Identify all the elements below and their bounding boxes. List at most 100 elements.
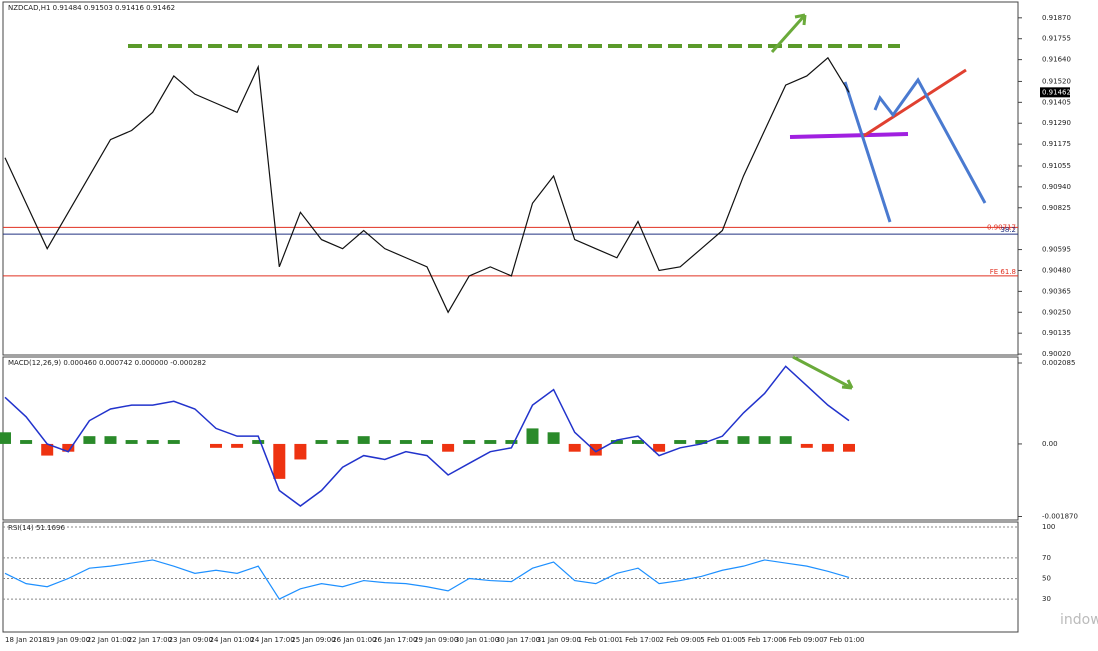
time-label: 5 Feb 17:00 bbox=[741, 636, 782, 644]
price-tick-label: 0.90825 bbox=[1042, 204, 1071, 212]
price-tick-label: 0.91405 bbox=[1042, 98, 1071, 106]
time-label: 19 Jan 09:00 bbox=[46, 636, 90, 644]
macd-bar bbox=[104, 436, 117, 444]
macd-bar bbox=[294, 443, 307, 460]
price-tick-label: 0.91055 bbox=[1042, 162, 1071, 170]
macd-divergence-arrow bbox=[792, 355, 854, 390]
macd-bar bbox=[568, 443, 581, 452]
macd-bar bbox=[167, 440, 180, 444]
neckline-annotation bbox=[789, 132, 909, 139]
macd-bar bbox=[273, 443, 286, 479]
macd-bar bbox=[843, 443, 855, 452]
macd-bar bbox=[62, 443, 75, 452]
macd-bar bbox=[716, 440, 729, 444]
macd-bar bbox=[695, 440, 708, 444]
price-tick-label: 0.90020 bbox=[1042, 350, 1071, 358]
time-label: 1 Feb 01:00 bbox=[578, 636, 619, 644]
time-label: 26 Jan 01:00 bbox=[332, 636, 376, 644]
price-tick-label: 0.90595 bbox=[1042, 246, 1071, 254]
macd-bar bbox=[463, 440, 476, 444]
rsi-panel-frame bbox=[2, 521, 1019, 633]
macd-bar bbox=[526, 428, 539, 444]
macd-bar bbox=[610, 440, 623, 444]
price-tick-label: 0.90135 bbox=[1042, 329, 1071, 337]
price-tick-label: 0.90365 bbox=[1042, 287, 1071, 295]
level-label: 38.2 bbox=[1000, 226, 1016, 234]
macd-bar bbox=[210, 443, 222, 448]
macd-bar bbox=[0, 432, 11, 444]
time-label: 22 Jan 01:00 bbox=[87, 636, 131, 644]
time-label: 2 Feb 09:00 bbox=[659, 636, 700, 644]
macd-bar bbox=[779, 436, 792, 444]
time-label: 6 Feb 09:00 bbox=[782, 636, 823, 644]
macd-bar bbox=[146, 440, 159, 444]
symbol-header: NZDCAD,H1 0.91484 0.91503 0.91416 0.9146… bbox=[8, 4, 175, 12]
green-arrow bbox=[770, 13, 807, 53]
red-trendline bbox=[861, 68, 967, 139]
macd-bar bbox=[653, 443, 666, 452]
macd-bar bbox=[821, 443, 834, 452]
blue-projection-arrows bbox=[843, 77, 987, 223]
macd-bar bbox=[399, 440, 412, 444]
price-tick-label: 0.90250 bbox=[1042, 308, 1071, 316]
time-label: 24 Jan 01:00 bbox=[210, 636, 254, 644]
macd-bar bbox=[252, 440, 265, 444]
time-label: 18 Jan 2018 bbox=[5, 636, 47, 644]
time-label: 23 Jan 09:00 bbox=[169, 636, 213, 644]
rsi-line bbox=[4, 559, 850, 600]
time-label: 22 Jan 17:00 bbox=[128, 636, 172, 644]
price-tick-label: 0.91175 bbox=[1042, 140, 1071, 148]
macd-bar bbox=[231, 443, 244, 448]
macd-bar bbox=[357, 436, 370, 444]
price-tick-label: 0.91640 bbox=[1042, 56, 1071, 64]
price-tick-label: 0.91520 bbox=[1042, 77, 1071, 85]
macd-bar bbox=[315, 440, 328, 444]
time-label: 1 Feb 17:00 bbox=[619, 636, 660, 644]
price-panel-frame bbox=[2, 1, 1019, 356]
macd-tick-label: -0.001870 bbox=[1042, 513, 1078, 521]
rsi-tick-label: 100 bbox=[1042, 523, 1055, 531]
macd-bar bbox=[125, 440, 138, 444]
price-tick-label: 0.90480 bbox=[1042, 266, 1071, 274]
time-label: 5 Feb 01:00 bbox=[700, 636, 741, 644]
macd-tick-label: 0.00 bbox=[1042, 440, 1058, 448]
macd-bar bbox=[505, 440, 518, 444]
time-label: 31 Jan 09:00 bbox=[537, 636, 581, 644]
price-line bbox=[4, 56, 850, 314]
level-label: 0.90717 bbox=[987, 223, 1016, 231]
time-label: 24 Jan 17:00 bbox=[250, 636, 294, 644]
time-label: 30 Jan 01:00 bbox=[455, 636, 499, 644]
watermark: indow bbox=[1060, 612, 1098, 628]
time-label: 29 Jan 09:00 bbox=[414, 636, 458, 644]
level-label: FE 61.8 bbox=[990, 268, 1016, 276]
macd-bar bbox=[41, 443, 54, 456]
macd-bar bbox=[442, 443, 455, 452]
macd-bar bbox=[484, 440, 497, 444]
time-label: 30 Jan 17:00 bbox=[496, 636, 540, 644]
macd-line bbox=[4, 365, 850, 507]
current-price-label: 0.91462 bbox=[1042, 88, 1071, 96]
macd-bar bbox=[632, 440, 644, 444]
macd-tick-label: 0.002085 bbox=[1042, 359, 1075, 367]
price-tick-label: 0.91755 bbox=[1042, 35, 1071, 43]
rsi-tick-label: 30 bbox=[1042, 595, 1051, 603]
macd-label: MACD(12,26,9) 0.000460 0.000742 0.000000… bbox=[8, 359, 206, 367]
macd-bar bbox=[83, 436, 96, 444]
rsi-label: RSI(14) 51.1696 bbox=[8, 524, 65, 532]
macd-bar bbox=[589, 443, 602, 456]
macd-bar bbox=[378, 440, 391, 444]
time-label: 25 Jan 09:00 bbox=[291, 636, 335, 644]
current-price-box bbox=[1040, 87, 1070, 98]
macd-bar bbox=[674, 440, 687, 444]
macd-bar bbox=[336, 440, 349, 444]
macd-bar bbox=[737, 436, 750, 444]
rsi-tick-label: 70 bbox=[1042, 554, 1051, 562]
time-label: 26 Jan 17:00 bbox=[373, 636, 417, 644]
price-tick-label: 0.91290 bbox=[1042, 119, 1071, 127]
time-label: 7 Feb 01:00 bbox=[823, 636, 864, 644]
macd-bar bbox=[800, 443, 813, 448]
price-tick-label: 0.90940 bbox=[1042, 183, 1071, 191]
